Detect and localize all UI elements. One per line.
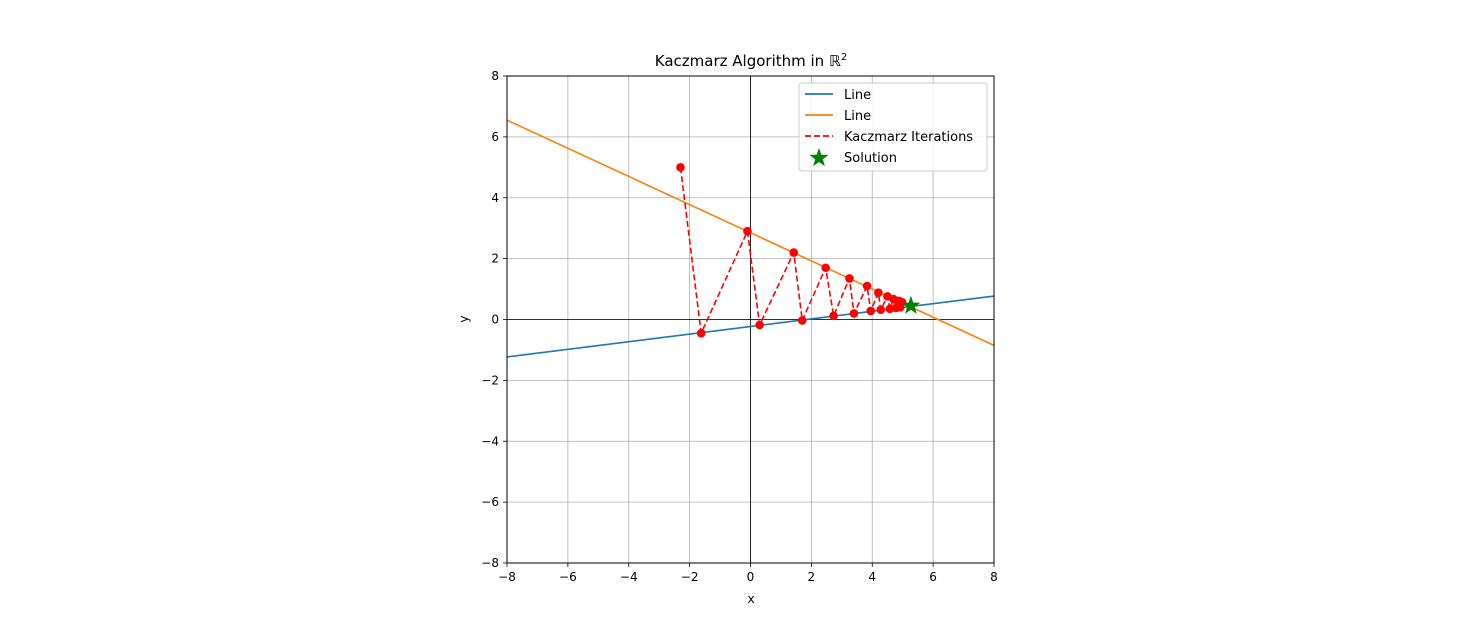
x-tick-label: −8 — [498, 570, 516, 584]
iteration-point — [743, 226, 752, 236]
iteration-point — [862, 281, 872, 291]
chart-title-main: Kaczmarz Algorithm in — [655, 52, 829, 70]
iteration-point — [874, 288, 883, 298]
chart-title: Kaczmarz Algorithm in ℝ2 — [655, 52, 847, 70]
y-tick-label: 8 — [491, 69, 499, 83]
y-tick-label: −4 — [481, 434, 499, 448]
zero-axes — [507, 76, 994, 563]
x-tick-label: −4 — [620, 570, 638, 584]
x-tick-label: 4 — [868, 570, 876, 584]
solution-star — [901, 295, 921, 314]
x-tick-label: 8 — [990, 570, 998, 584]
y-tick-label: −8 — [481, 556, 499, 570]
x-tick-label: −2 — [681, 570, 699, 584]
iteration-point — [829, 311, 838, 321]
y-tick-label: 0 — [491, 313, 499, 327]
y-tick-label: −2 — [481, 373, 499, 387]
y-tick-label: 4 — [491, 191, 499, 205]
iteration-point — [696, 328, 706, 338]
y-axis-label: y — [457, 315, 471, 322]
y-tick-label: −6 — [481, 495, 499, 509]
y-tick-label: 2 — [491, 252, 499, 266]
legend-box — [798, 82, 988, 172]
y-tick-label: 6 — [491, 130, 499, 144]
chart-title-symbol: ℝ — [829, 52, 841, 70]
x-axis-label: x — [747, 592, 754, 606]
iteration-point — [797, 316, 807, 325]
legend-swatch-solution-star — [809, 148, 829, 167]
legend-label-line-1: Line — [844, 88, 871, 103]
legend-label-line-2: Line — [844, 109, 871, 124]
legend: Line Line Kaczmarz Iterations Solution — [798, 82, 988, 172]
x-tick-label: 6 — [929, 570, 937, 584]
iteration-point — [849, 309, 859, 318]
ticks: −8 −6 −4 −2 0 2 4 6 8 −8 −6 −4 −2 0 2 4 6 8 — [481, 69, 998, 584]
legend-label-iterations: Kaczmarz Iterations — [844, 130, 973, 145]
iteration-point — [676, 163, 685, 172]
plot-area — [506, 119, 995, 358]
chart-title-superscript: 2 — [841, 52, 847, 63]
iteration-point — [821, 263, 830, 273]
x-tick-label: −6 — [559, 570, 577, 584]
x-tick-label: 0 — [747, 570, 755, 584]
x-tick-label: 2 — [808, 570, 816, 584]
iteration-point — [789, 248, 799, 257]
iteration-point — [755, 320, 764, 330]
legend-label-solution: Solution — [844, 151, 897, 166]
iteration-point — [866, 306, 876, 316]
iteration-point — [876, 305, 886, 315]
iteration-point — [845, 274, 854, 283]
